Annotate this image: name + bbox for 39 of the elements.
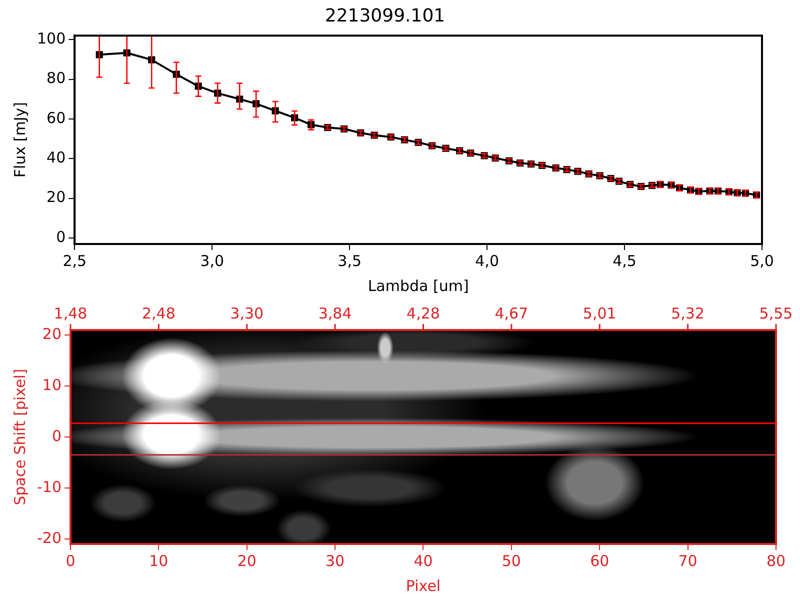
y-axis-title: Flux [mJy] [10, 102, 29, 178]
text: 1,48 [54, 304, 88, 322]
x-tick-label: 2,5 [62, 252, 87, 270]
y-tick-label: 60 [46, 108, 66, 127]
text: 2,48 [142, 304, 176, 322]
y-axis-title: Space Shift [pixel] [10, 368, 29, 506]
x-tick-label: 70 [678, 552, 698, 570]
x-tick-label: 60 [590, 552, 610, 570]
x-tick-label: 3,0 [200, 252, 224, 270]
x-tick-label: 4,5 [612, 252, 636, 270]
x-axis-title: Lambda [um] [368, 276, 469, 295]
x-tick-label: 50 [502, 552, 521, 570]
y-tick-label: 0 [56, 228, 66, 246]
x-tick-label: 10 [149, 552, 168, 570]
x-tick-label: 20 [237, 552, 256, 570]
y-tick-label: 40 [46, 148, 66, 167]
text: 3,30 [230, 304, 264, 322]
x-tick-label: 5,0 [750, 252, 774, 270]
text: 4,67 [494, 304, 528, 322]
x-axis-title: Pixel [406, 576, 441, 595]
x-tick-label: 80 [766, 552, 786, 570]
text: 5,32 [671, 304, 705, 322]
text: 4,28 [406, 304, 440, 322]
text: 5,55 [759, 304, 793, 322]
text: 3,84 [318, 304, 352, 322]
x-tick-label: 30 [326, 552, 345, 570]
x-tick-label: 3,5 [338, 252, 362, 270]
y-tick-label: 0 [52, 426, 62, 445]
y-tick-label: 20 [42, 324, 62, 343]
y-tick-label: -20 [37, 528, 62, 547]
y-tick-label: 80 [46, 69, 66, 88]
text: 5,01 [582, 304, 616, 322]
x-tick-label: 4,0 [475, 252, 499, 270]
chart-title: 2213099.101 [324, 5, 446, 26]
y-tick-label: 10 [42, 376, 62, 394]
y-tick-label: 100 [36, 29, 66, 48]
y-tick-label: 20 [46, 188, 66, 206]
y-tick-label: -10 [37, 478, 62, 496]
x-tick-label: 40 [414, 552, 433, 570]
